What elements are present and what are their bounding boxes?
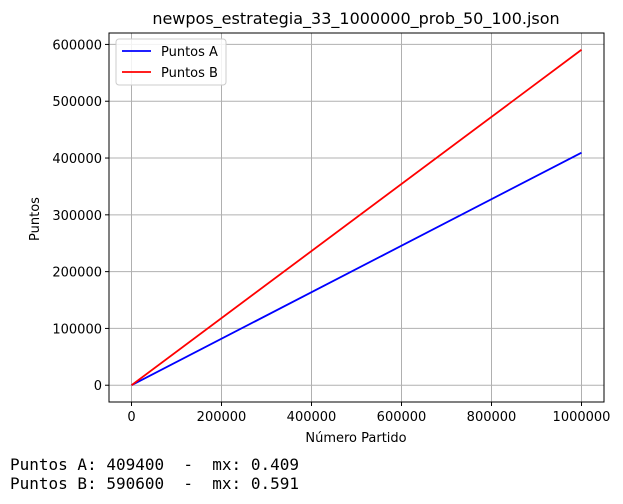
y-axis-label: Puntos bbox=[28, 197, 43, 241]
footer-line-a: Puntos A: 409400 - mx: 0.409 bbox=[10, 455, 299, 474]
x-tick-label: 800000 bbox=[467, 410, 517, 425]
grid-lines bbox=[109, 33, 604, 402]
y-tick-label: 300000 bbox=[52, 209, 102, 224]
y-tick-label: 0 bbox=[94, 379, 102, 394]
x-axis-ticks: 0 200000 400000 600000 800000 1000000 bbox=[127, 402, 610, 425]
chart-title: newpos_estrategia_33_1000000_prob_50_100… bbox=[152, 9, 559, 29]
x-tick-label: 400000 bbox=[287, 410, 337, 425]
x-tick-label: 0 bbox=[127, 410, 135, 425]
x-tick-label: 200000 bbox=[197, 410, 247, 425]
plot-frame bbox=[108, 32, 605, 403]
legend-label: Puntos B bbox=[161, 66, 218, 81]
x-tick-label: 1000000 bbox=[553, 410, 611, 425]
x-axis-label: Número Partido bbox=[305, 431, 406, 446]
y-tick-label: 100000 bbox=[52, 322, 102, 337]
data-series bbox=[130, 49, 583, 387]
legend-label: Puntos A bbox=[161, 45, 218, 60]
footer-line-b: Puntos B: 590600 - mx: 0.591 bbox=[10, 474, 299, 493]
series-line bbox=[130, 49, 583, 386]
y-tick-label: 400000 bbox=[52, 152, 102, 167]
y-tick-label: 200000 bbox=[52, 266, 102, 281]
y-tick-label: 500000 bbox=[52, 95, 102, 110]
legend: Puntos A Puntos B bbox=[115, 38, 227, 86]
x-tick-label: 600000 bbox=[377, 410, 427, 425]
line-chart: 0 200000 400000 600000 800000 1000000 0 100000… bbox=[28, 9, 611, 446]
y-tick-label: 600000 bbox=[52, 38, 102, 53]
y-axis-ticks: 0 100000 200000 300000 400000 500000 600000 bbox=[52, 38, 109, 394]
series-line bbox=[131, 151, 582, 387]
